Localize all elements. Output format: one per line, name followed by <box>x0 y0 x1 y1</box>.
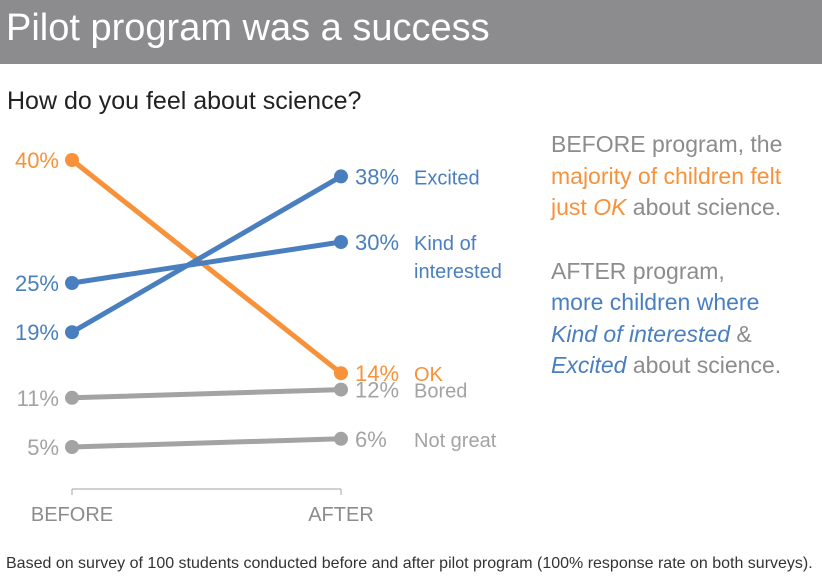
page-title: Pilot program was a success <box>6 7 490 49</box>
series-label-ok: OK <box>414 364 444 386</box>
footnote: Based on survey of 100 students conducte… <box>6 555 813 572</box>
point-before-excited <box>65 325 79 340</box>
after-annotation-kind-of-interested: Kind of interested <box>551 320 731 347</box>
value-label-after-not-great: 6% <box>355 427 387 452</box>
value-label-after-kind-of-interested: 30% <box>355 230 399 255</box>
point-after-ok <box>334 366 348 381</box>
before-annotation-tail: about science. <box>626 194 782 220</box>
after-annotation-highlight1: more children where <box>551 289 760 315</box>
series-line-not-great <box>69 436 344 450</box>
series-label-line: Kind of <box>414 233 477 255</box>
value-label-before-not-great: 5% <box>27 435 59 460</box>
point-after-not-great <box>334 431 348 446</box>
series-line-excited <box>69 173 344 335</box>
series-label-line: OK <box>414 364 444 386</box>
before-annotation-line1: BEFORE program, the <box>551 131 783 157</box>
point-after-kind-of-interested <box>334 235 348 249</box>
before-annotation-ok: OK <box>593 194 627 220</box>
series-label-line: Excited <box>414 167 480 189</box>
point-after-excited <box>334 169 348 184</box>
before-annotation-highlight2: just OK <box>551 194 626 220</box>
value-label-before-bored: 11% <box>17 386 59 411</box>
point-before-ok <box>65 153 79 167</box>
value-label-after-excited: 38% <box>355 164 399 189</box>
after-annotation-tail: about science. <box>626 352 782 378</box>
after-annotation-line1: AFTER program, <box>551 257 725 284</box>
before-annotation: BEFORE program, the majority of children… <box>551 129 821 224</box>
value-label-after-ok: 14% <box>355 361 399 386</box>
series-label-line: Bored <box>414 381 467 403</box>
x-tick-label-before: BEFORE <box>31 504 113 526</box>
annotation-panel: BEFORE program, the majority of children… <box>551 129 821 382</box>
point-before-bored <box>65 390 79 405</box>
point-before-kind-of-interested <box>65 276 79 290</box>
after-annotation-excited: Excited <box>551 352 627 378</box>
chart-title: How do you feel about science? <box>7 87 362 115</box>
title-bar: Pilot program was a success <box>0 0 822 64</box>
after-annotation: AFTER program, more children where Kind … <box>551 256 821 382</box>
series-label-bored: Bored <box>414 381 467 403</box>
series-line-kind-of-interested <box>69 239 344 286</box>
series-line-bored <box>69 387 344 401</box>
value-label-before-kind-of-interested: 25% <box>15 271 59 296</box>
point-before-not-great <box>65 440 79 454</box>
x-tick-label-after: AFTER <box>308 504 374 526</box>
series-label-excited: Excited <box>414 167 480 189</box>
after-annotation-amp: & <box>730 320 752 347</box>
series-label-kind-of-interested: Kind of interested <box>414 233 502 283</box>
point-after-bored <box>334 382 348 397</box>
before-annotation-just: just <box>551 194 594 220</box>
value-label-before-ok: 40% <box>15 148 59 173</box>
value-label-before-excited: 19% <box>15 320 59 345</box>
before-annotation-highlight1: majority of children felt <box>551 162 782 189</box>
series-label-not-great: Not great <box>414 430 497 452</box>
value-label-after-bored: 12% <box>355 378 399 403</box>
series-label-line: Not great <box>414 430 497 452</box>
series-line-ok <box>69 157 344 376</box>
series-label-line: interested <box>414 261 502 283</box>
